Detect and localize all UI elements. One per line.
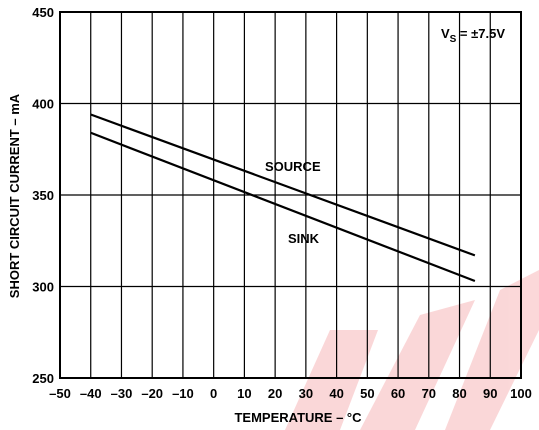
x-axis-label: TEMPERATURE – °C — [234, 410, 362, 425]
x-tick-label: 30 — [299, 386, 313, 401]
x-tick-label: –10 — [172, 386, 194, 401]
annotation-sub: S — [450, 34, 457, 45]
x-tick-label: 0 — [210, 386, 217, 401]
x-tick-label: 100 — [510, 386, 532, 401]
x-tick-label: 80 — [452, 386, 466, 401]
x-tick-label: –30 — [111, 386, 133, 401]
y-tick-label: 400 — [32, 97, 54, 112]
series-line-source — [90, 113, 476, 257]
y-tick-label: 450 — [32, 5, 54, 20]
x-tick-label: 70 — [422, 386, 436, 401]
watermark-stroke — [285, 330, 378, 430]
watermark-stroke — [445, 270, 539, 430]
annotation-rest: = ±7.5V — [456, 26, 505, 41]
x-tick-label: –50 — [49, 386, 71, 401]
series-label-source: SOURCE — [265, 159, 321, 174]
watermark-stroke — [360, 300, 475, 430]
x-tick-label: 10 — [237, 386, 251, 401]
series-lines: SOURCE SINK — [90, 113, 476, 283]
x-tick-label: –20 — [141, 386, 163, 401]
grid-lines — [60, 12, 521, 378]
y-tick-label: 350 — [32, 188, 54, 203]
x-tick-label: –40 — [80, 386, 102, 401]
x-tick-label: 90 — [483, 386, 497, 401]
y-axis-label: SHORT CIRCUIT CURRENT – mA — [7, 93, 22, 298]
x-tick-labels: –50 –40 –30 –20 –10 0 10 20 30 40 50 60 70 80 90 100 — [49, 386, 532, 401]
watermark-logo — [285, 270, 539, 430]
annotation-main: V — [441, 26, 450, 41]
series-label-sink: SINK — [288, 231, 320, 246]
y-tick-label: 250 — [32, 371, 54, 386]
y-tick-labels: 250 300 350 400 450 — [32, 5, 54, 386]
plot-frame — [59, 11, 522, 379]
x-tick-label: 60 — [391, 386, 405, 401]
x-tick-label: 40 — [329, 386, 343, 401]
x-tick-label: 50 — [360, 386, 374, 401]
series-line-sink — [90, 131, 476, 283]
supply-voltage-annotation: VS = ±7.5V — [441, 26, 505, 45]
x-tick-label: 20 — [268, 386, 282, 401]
y-tick-label: 300 — [32, 280, 54, 295]
